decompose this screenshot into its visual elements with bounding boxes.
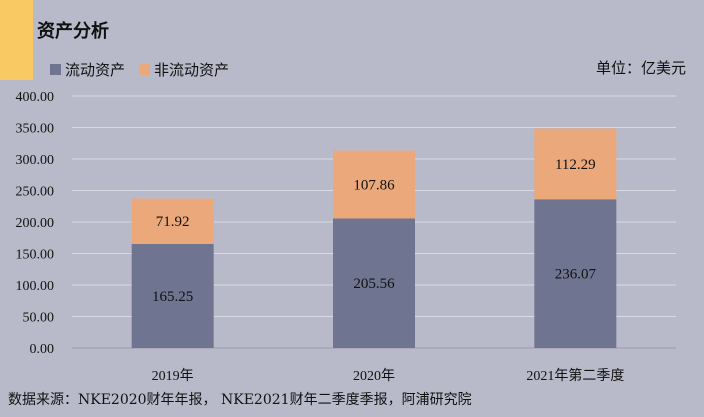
x-category-label: 2021年第二季度	[526, 367, 624, 384]
data-label-current-assets: 205.56	[353, 276, 395, 292]
y-tick-label: 150.00	[16, 248, 55, 263]
legend-swatch-current-assets	[50, 64, 61, 75]
data-labels: 165.25 71.92 205.56 107.86 236.07 112.29	[152, 157, 596, 305]
bar-non-current-assets	[131, 198, 214, 244]
y-tick-label: 50.00	[23, 311, 55, 326]
title-accent-bar	[0, 0, 33, 80]
y-tick-label: 250.00	[16, 185, 55, 200]
y-tick-label: 400.00	[16, 90, 55, 105]
y-tick-label: 100.00	[16, 279, 55, 294]
bar-non-current-assets	[333, 150, 415, 219]
legend-item-current-assets: 流动资产	[50, 59, 125, 80]
data-label-non-current-assets: 107.86	[353, 178, 395, 194]
y-tick-label: 200.00	[16, 216, 55, 231]
data-label-non-current-assets: 71.92	[156, 214, 190, 230]
data-label-non-current-assets: 112.29	[555, 157, 596, 173]
unit-label: 单位：亿美元	[595, 59, 686, 77]
bar-non-current-assets	[534, 128, 617, 200]
bar-current-assets	[131, 243, 214, 348]
legend-swatch-non-current-assets	[139, 64, 151, 75]
y-tick-label: 300.00	[16, 153, 55, 168]
bar-current-assets	[534, 199, 617, 348]
data-label-current-assets: 236.07	[555, 267, 597, 283]
bars	[131, 128, 617, 348]
bar-current-assets	[333, 218, 415, 348]
y-axis-ticks: 0.00 50.00 100.00 150.00 200.00 250.00 300.00 3…	[16, 90, 55, 357]
x-category-label: 2020年	[353, 368, 395, 384]
source-note: 数据来源：NKE2020财年年报， NKE2021财年二季度季报，阿浦研究院	[8, 392, 472, 408]
legend-label-current-assets: 流动资产	[65, 61, 126, 79]
x-axis-categories: 2019年 2020年 2021年第二季度	[152, 367, 625, 384]
legend-item-non-current-assets: 非流动资产	[139, 59, 229, 80]
data-label-current-assets: 165.25	[152, 289, 193, 305]
y-tick-label: 0.00	[30, 342, 55, 357]
legend: 流动资产 非流动资产	[50, 59, 243, 80]
x-category-label: 2019年	[152, 368, 194, 384]
chart-title: 资产分析	[37, 21, 109, 42]
y-tick-label: 350.00	[16, 122, 55, 137]
legend-label-non-current-assets: 非流动资产	[154, 61, 230, 79]
